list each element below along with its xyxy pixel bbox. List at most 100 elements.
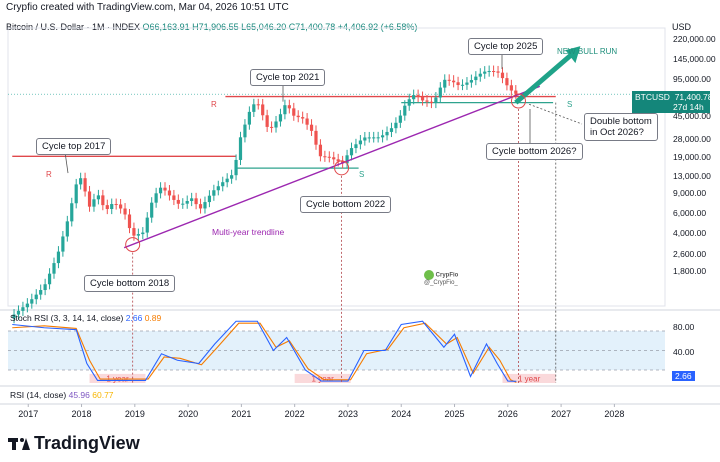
rsi-ma-value: 60.77 <box>92 390 114 400</box>
candle-body <box>389 128 394 132</box>
candle-body <box>252 104 256 112</box>
candle-body <box>110 204 114 210</box>
candle-body <box>456 82 460 86</box>
y-tick-label: 145,000.00 <box>673 53 716 64</box>
double-bottom-pointer <box>528 103 583 125</box>
y-tick-label: 45,000.00 <box>673 110 711 121</box>
candle-body <box>16 310 21 315</box>
candle-body <box>416 95 420 98</box>
candle-body <box>34 294 38 300</box>
r-label-lower: R <box>46 170 52 179</box>
candle-body <box>367 137 371 139</box>
candle-body <box>21 307 25 311</box>
stoch-level-80: 80.00 <box>673 322 695 332</box>
candle-body <box>216 186 220 191</box>
candle-body <box>514 90 518 94</box>
candle-body <box>296 115 300 118</box>
tradingview-brand[interactable]: TradingView <box>8 433 140 454</box>
candle-body <box>460 84 465 86</box>
stoch-panel: 1 year 1 year 1 year <box>8 320 665 383</box>
watermark-logo-icon <box>424 270 434 280</box>
candle-body <box>283 105 287 115</box>
stoch-level-40: 40.00 <box>673 347 695 357</box>
symbol-name[interactable]: Bitcoin / U.S. Dollar · 1M · INDEX <box>6 22 141 32</box>
candle-body <box>194 198 198 205</box>
candle-body <box>376 137 380 139</box>
stoch-legend[interactable]: Stoch RSI (3, 3, 14, 14, close) 2.66 0.8… <box>10 313 161 323</box>
candle-body <box>274 121 278 128</box>
candle-body <box>65 221 69 237</box>
bull-run-arrow-head <box>565 46 581 64</box>
currency-label[interactable]: USD <box>672 22 692 32</box>
candle-body <box>403 105 407 116</box>
candle-body <box>92 199 96 207</box>
candle-body <box>305 118 309 125</box>
candle-body <box>443 79 447 88</box>
candle-body <box>345 155 349 164</box>
candle-body <box>79 178 83 185</box>
candle-body <box>136 234 140 236</box>
candle-body <box>163 187 167 191</box>
candle-body <box>278 114 283 122</box>
candle-body <box>412 95 416 100</box>
r-label-upper: R <box>211 100 217 109</box>
rsi-legend[interactable]: RSI (14, close) 45.96 60.77 <box>10 390 114 400</box>
candle-body <box>203 202 207 209</box>
candle-body <box>190 198 194 202</box>
candle-body <box>287 105 291 109</box>
stoch-d-line <box>12 322 517 383</box>
candle-body <box>483 71 487 74</box>
ohlc-high: H71,906.55 <box>192 22 239 32</box>
candle-body <box>500 72 505 79</box>
candle-body <box>234 159 238 176</box>
one-year-box <box>89 373 146 383</box>
candle-body <box>83 178 87 192</box>
candle-body <box>492 71 496 73</box>
candle-body <box>372 137 376 139</box>
y-tick-label: 9,000.00 <box>673 188 707 199</box>
x-tick-label: 2018 <box>71 409 92 419</box>
cycle-top-2017-label: Cycle top 2017 <box>36 138 112 155</box>
multi-year-trendline <box>123 85 541 249</box>
candle-body <box>327 156 331 158</box>
candle-body <box>12 314 16 319</box>
candle-body <box>105 205 109 210</box>
candle-body <box>230 175 234 179</box>
candle-body <box>25 303 29 308</box>
candle-body <box>420 97 425 101</box>
candle-body <box>185 201 189 204</box>
stoch-label: Stoch RSI (3, 3, 14, 14, close) <box>10 313 124 323</box>
candle-body <box>30 299 34 304</box>
candle-body <box>132 228 136 236</box>
y-tick-label: 2,600.00 <box>673 248 707 259</box>
candle-body <box>509 85 513 91</box>
candle-body <box>292 108 296 116</box>
price-ticker: BTCUSD 71,400.78 <box>635 92 713 102</box>
candle-body <box>349 148 354 156</box>
candle-body <box>181 203 185 205</box>
grid <box>0 27 720 407</box>
symbol-info: Bitcoin / U.S. Dollar · 1M · INDEX O66,1… <box>6 22 417 32</box>
cycle-bottom-marker <box>125 237 141 253</box>
candle-body <box>256 104 260 106</box>
candle-body <box>265 115 269 127</box>
candle-body <box>380 135 385 138</box>
y-tick-label: 28,000.00 <box>673 133 711 144</box>
cycle-top-2025-label: Cycle top 2025 <box>468 38 544 55</box>
watermark-handle: @_CrypFio_ <box>424 280 458 286</box>
watermark-name: CrypFio <box>435 272 459 279</box>
candle-body <box>243 124 247 138</box>
stoch-d-value: 0.89 <box>144 313 162 323</box>
candle-body <box>301 117 305 119</box>
y-tick-label: 220,000.00 <box>673 33 716 44</box>
x-tick-label: 2021 <box>231 409 252 419</box>
chart-caption: Crypfio created with TradingView.com, Ma… <box>6 2 289 13</box>
candle-body <box>407 99 411 106</box>
candle-body <box>238 137 243 160</box>
trendline-label: Multi-year trendline <box>212 227 285 237</box>
x-tick-label: 2028 <box>604 409 625 419</box>
candle-body <box>309 124 314 131</box>
x-tick-label: 2019 <box>124 409 145 419</box>
cycle-bottom-marker <box>510 93 526 109</box>
